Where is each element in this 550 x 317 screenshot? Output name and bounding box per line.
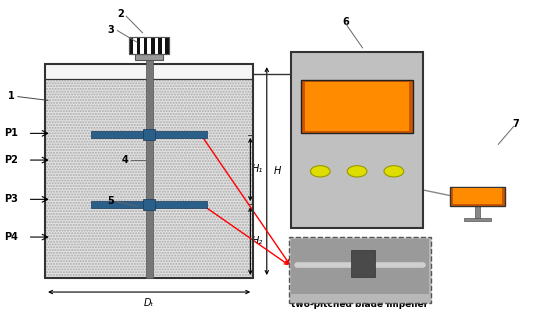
Bar [144, 36, 147, 54]
Circle shape [347, 166, 367, 177]
Text: H₂: H₂ [252, 236, 263, 246]
Bar [305, 82, 409, 131]
Bar [351, 250, 375, 277]
Bar [91, 201, 143, 208]
Text: 7: 7 [513, 119, 519, 129]
Bar [45, 79, 253, 278]
Bar [165, 36, 169, 54]
Text: two-pitched blade impeller: two-pitched blade impeller [292, 300, 428, 309]
Bar [291, 239, 429, 294]
Bar [129, 36, 133, 54]
Bar [91, 132, 143, 139]
Text: 1: 1 [8, 91, 15, 101]
Bar [45, 79, 253, 278]
Text: H₁: H₁ [252, 164, 263, 173]
Bar [146, 55, 153, 278]
Bar [301, 80, 413, 133]
Text: P1: P1 [4, 128, 18, 138]
Text: P3: P3 [4, 194, 18, 204]
Bar [155, 201, 207, 208]
Circle shape [384, 166, 404, 177]
Bar [450, 187, 505, 206]
Bar [151, 36, 155, 54]
Text: 3: 3 [107, 25, 114, 35]
Text: H: H [274, 166, 281, 176]
Bar [158, 36, 162, 54]
Text: 5: 5 [107, 196, 114, 206]
Text: P4: P4 [4, 232, 18, 242]
Bar [45, 64, 253, 278]
Text: P2: P2 [4, 155, 18, 165]
Text: 4: 4 [121, 155, 128, 165]
Bar [289, 237, 431, 303]
Bar [136, 36, 140, 54]
Bar [292, 52, 423, 228]
Bar [45, 64, 253, 79]
Bar [155, 132, 207, 139]
Bar [135, 54, 163, 60]
Text: 6: 6 [343, 17, 349, 27]
Bar [129, 36, 169, 54]
Circle shape [310, 166, 330, 177]
Bar [129, 36, 169, 54]
Bar [143, 198, 155, 210]
Bar [453, 188, 502, 204]
Text: Dₜ: Dₜ [144, 298, 155, 308]
Bar [143, 129, 155, 140]
Text: 2: 2 [117, 9, 124, 19]
Bar [464, 217, 491, 221]
Bar [475, 206, 480, 217]
